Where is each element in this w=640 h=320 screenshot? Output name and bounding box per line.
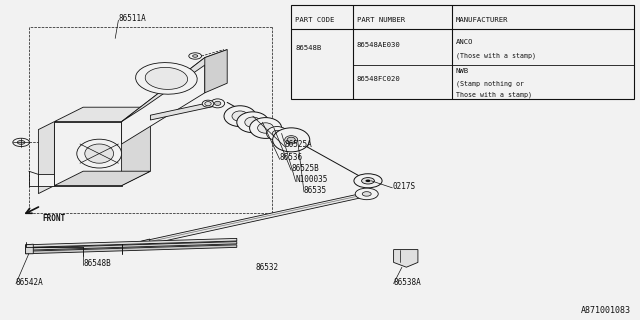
Text: N100035: N100035: [296, 175, 328, 184]
Bar: [291, 5, 634, 99]
Polygon shape: [26, 242, 237, 250]
Polygon shape: [26, 245, 237, 254]
Text: MANUFACTURER: MANUFACTURER: [456, 17, 508, 23]
Polygon shape: [38, 122, 54, 194]
Polygon shape: [38, 174, 54, 186]
Circle shape: [362, 178, 374, 184]
Circle shape: [193, 55, 198, 57]
Text: PART CODE: PART CODE: [295, 17, 335, 23]
Polygon shape: [26, 238, 237, 247]
Polygon shape: [54, 122, 122, 186]
Ellipse shape: [211, 99, 225, 108]
Ellipse shape: [267, 126, 288, 140]
Circle shape: [355, 188, 378, 200]
Ellipse shape: [145, 68, 188, 89]
Text: 86538A: 86538A: [394, 278, 421, 287]
Text: NWB: NWB: [456, 68, 469, 74]
Ellipse shape: [202, 100, 214, 107]
Text: A871001083: A871001083: [580, 306, 630, 315]
Ellipse shape: [85, 144, 114, 163]
Ellipse shape: [224, 106, 256, 126]
Circle shape: [354, 174, 382, 188]
Polygon shape: [122, 107, 150, 186]
Polygon shape: [205, 50, 227, 93]
Text: FRONT: FRONT: [42, 214, 65, 223]
Polygon shape: [122, 58, 205, 144]
Polygon shape: [122, 50, 227, 122]
Text: 86525A: 86525A: [285, 140, 312, 149]
Ellipse shape: [285, 136, 298, 144]
Ellipse shape: [237, 112, 269, 132]
Text: (Those with a stamp): (Those with a stamp): [456, 52, 536, 59]
Text: 86511A: 86511A: [118, 14, 146, 23]
Polygon shape: [141, 239, 150, 246]
Text: 86548AE030: 86548AE030: [356, 42, 401, 48]
Ellipse shape: [273, 130, 282, 137]
Polygon shape: [54, 171, 150, 186]
Ellipse shape: [287, 137, 295, 142]
Ellipse shape: [245, 117, 261, 127]
Text: PART NUMBER: PART NUMBER: [356, 17, 404, 23]
Text: 86548B: 86548B: [295, 45, 321, 51]
Ellipse shape: [205, 101, 211, 106]
Ellipse shape: [273, 128, 310, 152]
Polygon shape: [150, 101, 218, 120]
Text: 86525B: 86525B: [291, 164, 319, 173]
Polygon shape: [141, 192, 370, 245]
Text: ANCO: ANCO: [456, 39, 474, 45]
Circle shape: [17, 140, 25, 144]
Ellipse shape: [250, 117, 282, 138]
Polygon shape: [26, 244, 33, 254]
Text: 86536: 86536: [280, 153, 303, 162]
Circle shape: [365, 180, 371, 182]
Text: 86548FC020: 86548FC020: [356, 76, 401, 82]
Ellipse shape: [214, 101, 221, 105]
Circle shape: [13, 138, 29, 147]
Ellipse shape: [136, 63, 197, 94]
Text: 86535: 86535: [304, 186, 327, 195]
Text: 86532: 86532: [256, 263, 279, 272]
Polygon shape: [394, 250, 418, 267]
Ellipse shape: [77, 139, 122, 168]
Circle shape: [362, 192, 371, 196]
Text: 0217S: 0217S: [392, 182, 415, 191]
Polygon shape: [54, 107, 150, 122]
Text: 86542A: 86542A: [16, 278, 44, 287]
Text: 86548B: 86548B: [83, 260, 111, 268]
Circle shape: [189, 53, 202, 59]
Ellipse shape: [257, 123, 274, 133]
Text: Those with a stamp): Those with a stamp): [456, 92, 532, 98]
Text: (Stamp nothing or: (Stamp nothing or: [456, 80, 524, 87]
Ellipse shape: [232, 111, 248, 121]
